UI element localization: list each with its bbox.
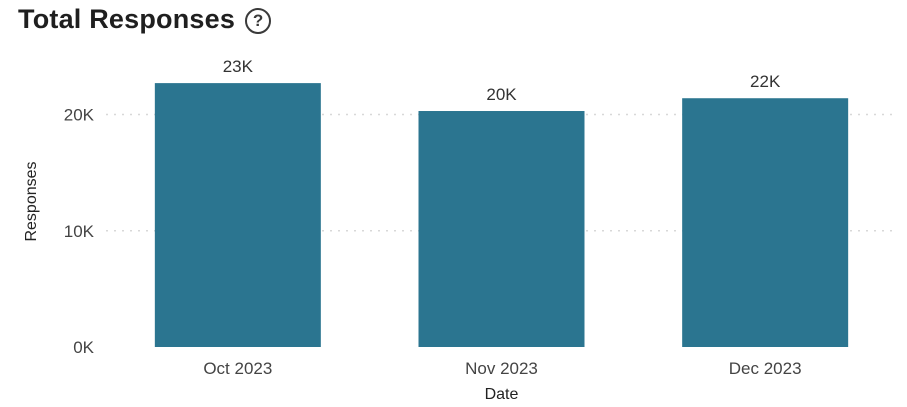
y-tick-label: 0K	[73, 338, 94, 357]
bar-oct-2023[interactable]	[154, 83, 321, 348]
bars	[154, 83, 849, 348]
bar-dec-2023[interactable]	[682, 98, 849, 347]
data-label: 22K	[750, 72, 781, 91]
chart-header: Total Responses ?	[18, 4, 272, 35]
y-axis-ticks: 0K 10K 20K	[64, 106, 95, 358]
data-label: 23K	[223, 57, 254, 76]
help-icon[interactable]: ?	[245, 7, 272, 34]
data-label: 20K	[486, 85, 517, 104]
x-axis-ticks: Oct 2023 Nov 2023 Dec 2023	[203, 359, 801, 378]
y-tick-label: 10K	[64, 222, 95, 241]
y-tick-label: 20K	[64, 106, 95, 125]
bar-nov-2023[interactable]	[418, 111, 585, 347]
data-labels: 23K 20K 22K	[223, 57, 781, 104]
y-axis-title: Responses	[23, 161, 40, 241]
x-tick-label: Dec 2023	[729, 359, 802, 378]
x-axis-title: Date	[485, 386, 519, 403]
x-tick-label: Oct 2023	[203, 359, 272, 378]
chart-title: Total Responses	[18, 4, 236, 34]
x-tick-label: Nov 2023	[465, 359, 538, 378]
